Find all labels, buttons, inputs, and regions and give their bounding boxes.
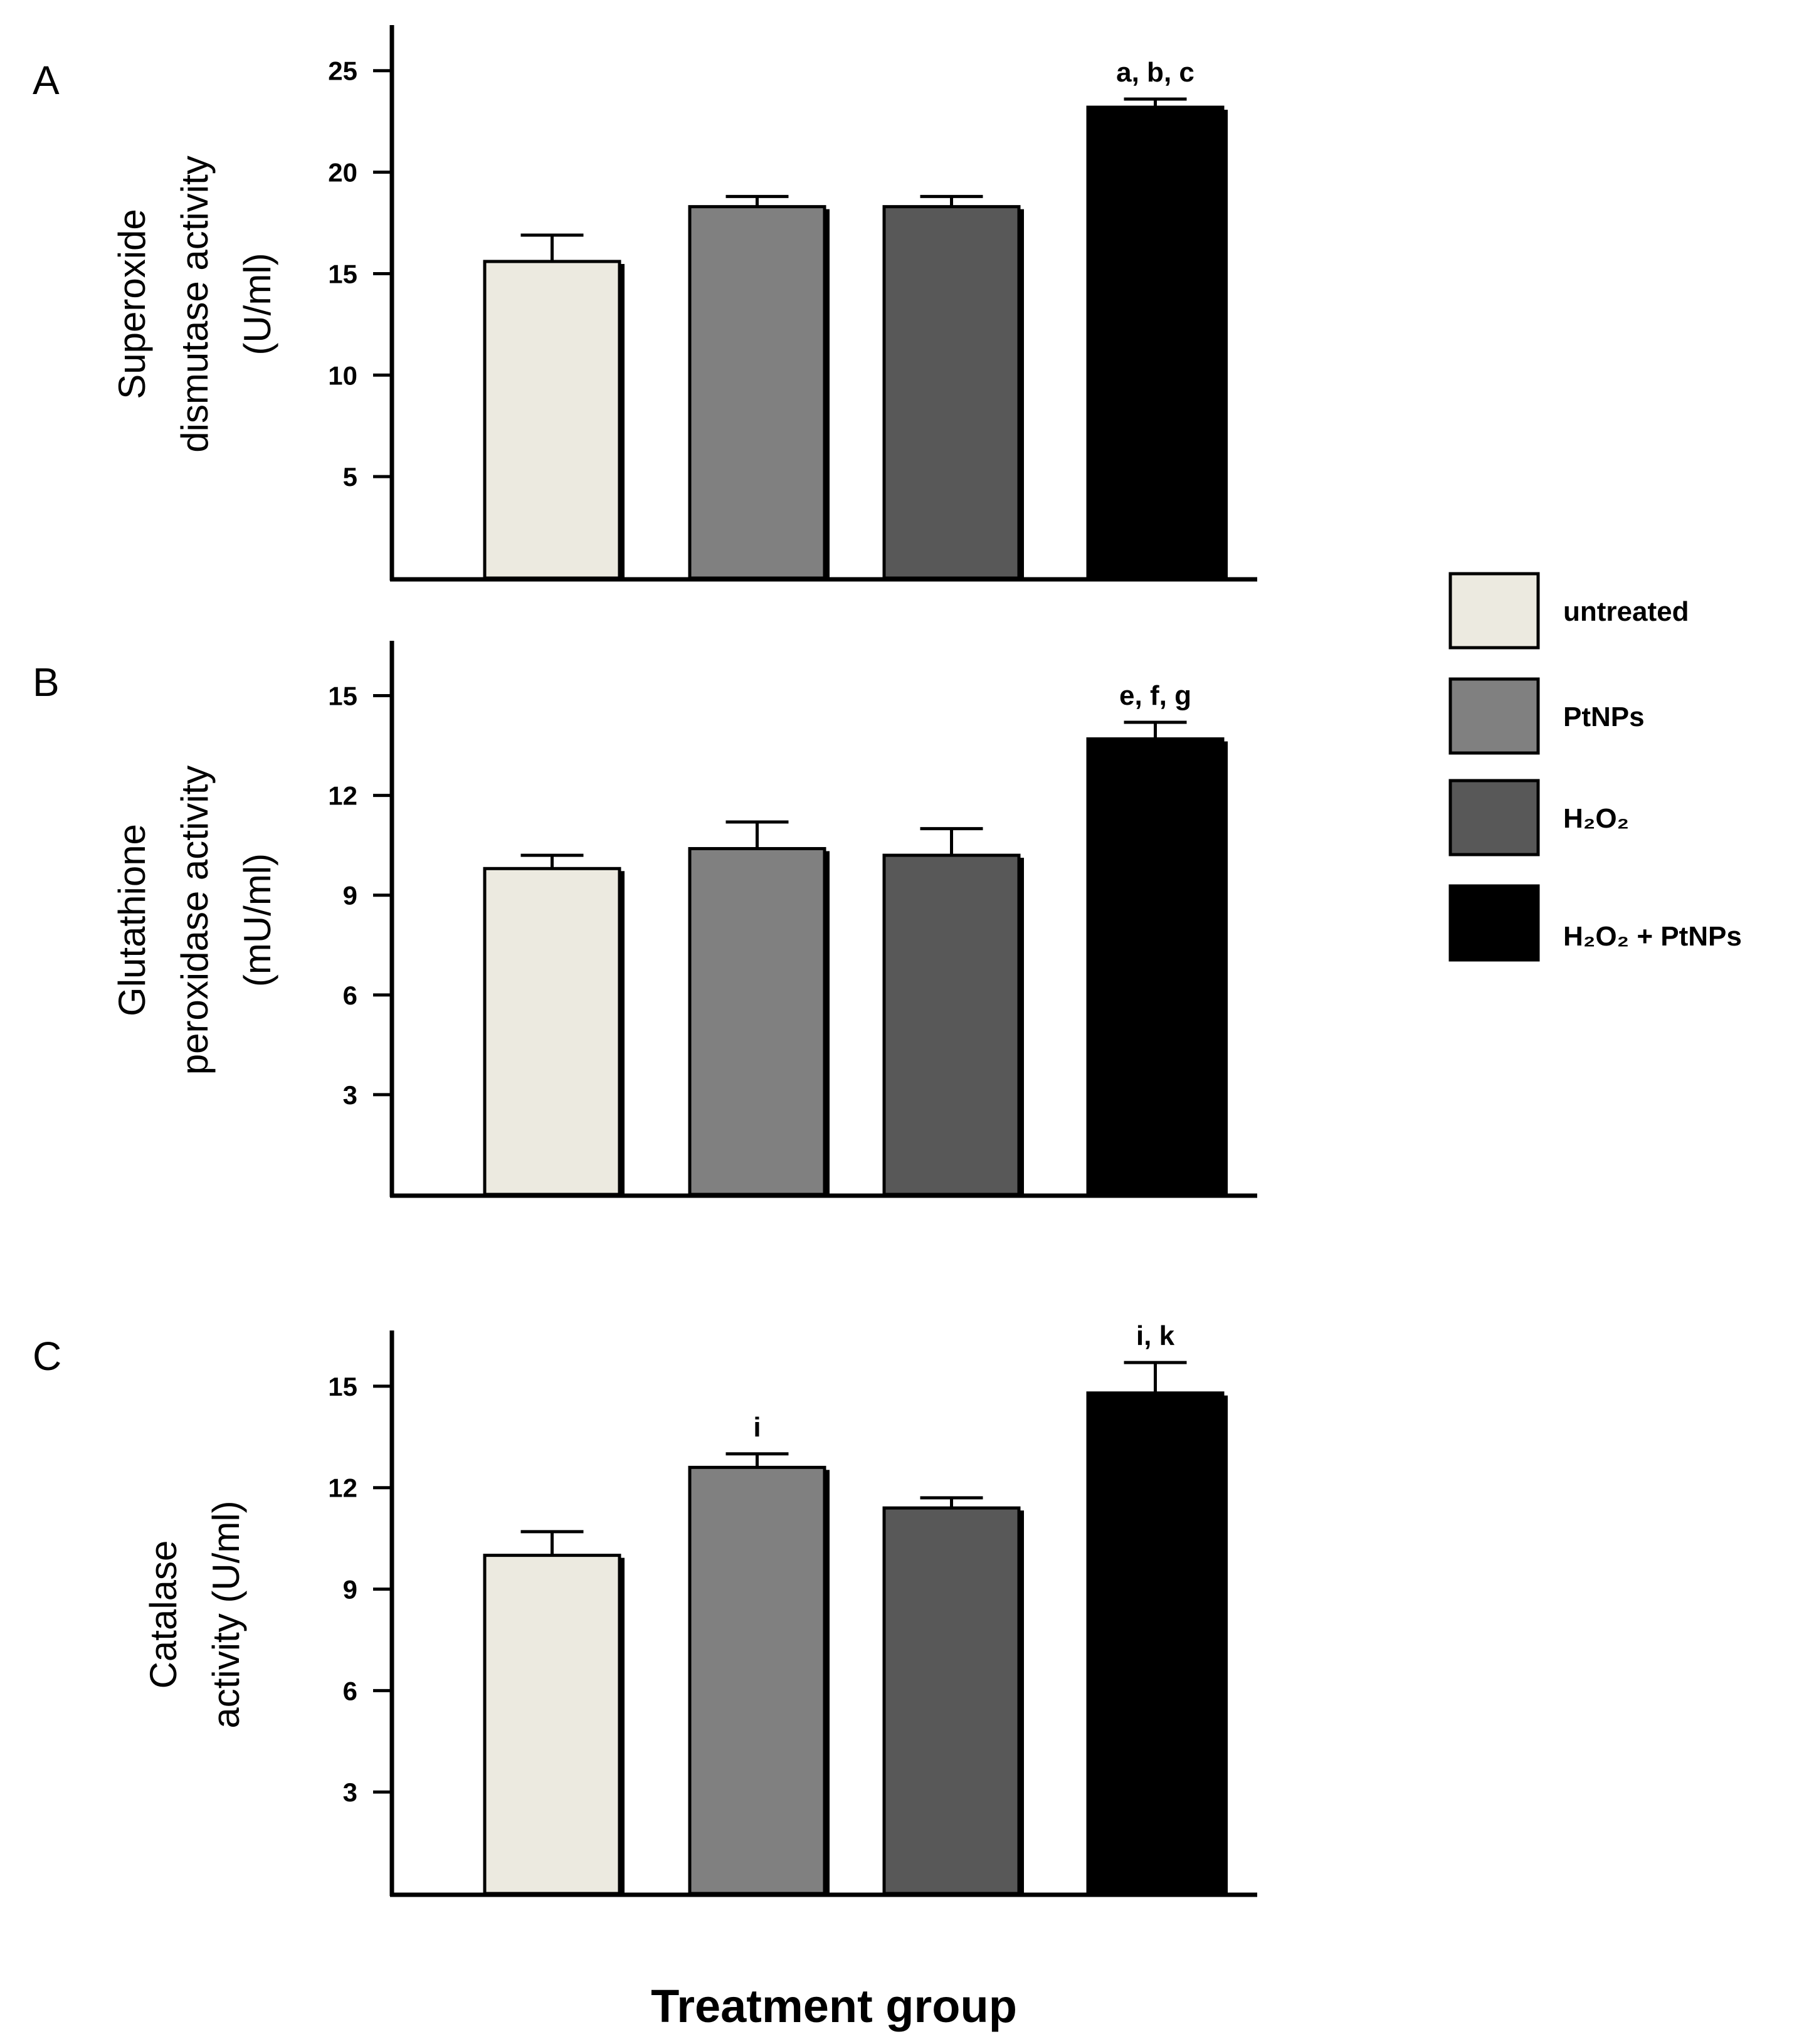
- y-axis-label-line: Superoxide: [111, 209, 153, 399]
- bar-1: [483, 1554, 621, 1895]
- legend-swatch-h2o2-ptnps: [1448, 884, 1540, 962]
- y-tick-label: 25: [328, 56, 357, 86]
- y-tick-label: 12: [328, 781, 357, 811]
- bar-2: [688, 1465, 826, 1895]
- x-axis-title: Treatment group: [651, 1980, 1017, 2032]
- y-tick-label: 5: [343, 462, 357, 492]
- legend-swatch-untreated: [1448, 572, 1540, 650]
- legend-swatch-h2o2: [1448, 779, 1540, 856]
- legend-label-ptnps: PtNPs: [1563, 702, 1645, 732]
- significance-label: a, b, c: [1116, 57, 1195, 88]
- bar-2: [688, 205, 826, 580]
- bar-4: [1086, 737, 1225, 1196]
- legend: untreated PtNPs H₂O₂ H₂O₂ + PtNPs: [1448, 572, 1742, 962]
- y-tick-label: 15: [328, 259, 357, 288]
- y-axis-label-line: peroxidase activity: [174, 766, 216, 1075]
- y-tick-label: 9: [343, 881, 357, 910]
- y-axis-label-line: (U/ml): [236, 253, 278, 355]
- bar-4: [1086, 105, 1225, 580]
- bar-3: [882, 1506, 1021, 1895]
- legend-swatch-ptnps: [1448, 677, 1540, 755]
- significance-label: e, f, g: [1119, 680, 1191, 711]
- panel-letter-c: C: [33, 1334, 61, 1379]
- y-tick-label: 20: [328, 158, 357, 187]
- bar-2: [688, 846, 826, 1196]
- y-tick-label: 10: [328, 361, 357, 390]
- significance-label: i: [753, 1412, 761, 1443]
- y-tick-label: 12: [328, 1473, 357, 1503]
- y-tick-label: 15: [328, 1372, 357, 1401]
- chart-panels: A Superoxide dismutase activity (U/ml) a, b,…: [33, 25, 1257, 1897]
- bar-1: [483, 260, 621, 580]
- y-axis-label-line: Glutathione: [111, 824, 153, 1016]
- panel-letter-b: B: [33, 660, 60, 705]
- y-tick-label: 6: [343, 1676, 357, 1705]
- legend-label-untreated: untreated: [1563, 596, 1689, 627]
- y-axis-label-line: dismutase activity: [174, 155, 216, 453]
- legend-label-h2o2-ptnps: H₂O₂ + PtNPs: [1563, 921, 1742, 952]
- y-axis-label-line: (mU/ml): [236, 853, 278, 987]
- y-tick-label: 3: [343, 1778, 357, 1807]
- y-tick-label: 3: [343, 1080, 357, 1110]
- significance-label: i, k: [1136, 1320, 1175, 1351]
- bar-3: [882, 853, 1021, 1196]
- panel-a: A Superoxide dismutase activity (U/ml) a, b,…: [33, 25, 1257, 582]
- panel-c: C Catalase activity (U/ml) i i, k 3 6 9 12 15: [33, 1320, 1257, 1897]
- y-axis-label-line: activity (U/ml): [205, 1500, 247, 1728]
- bar-1: [483, 867, 621, 1196]
- bar-3: [882, 205, 1021, 580]
- legend-label-h2o2: H₂O₂: [1563, 803, 1629, 834]
- panel-letter-a: A: [33, 58, 60, 103]
- y-axis-label-line: Catalase: [142, 1541, 184, 1689]
- panel-b: B Glutathione peroxidase activity (mU/ml) e,…: [33, 641, 1257, 1198]
- bar-4: [1086, 1391, 1225, 1895]
- y-tick-label: 15: [328, 682, 357, 711]
- y-tick-label: 6: [343, 981, 357, 1010]
- y-tick-label: 9: [343, 1575, 357, 1604]
